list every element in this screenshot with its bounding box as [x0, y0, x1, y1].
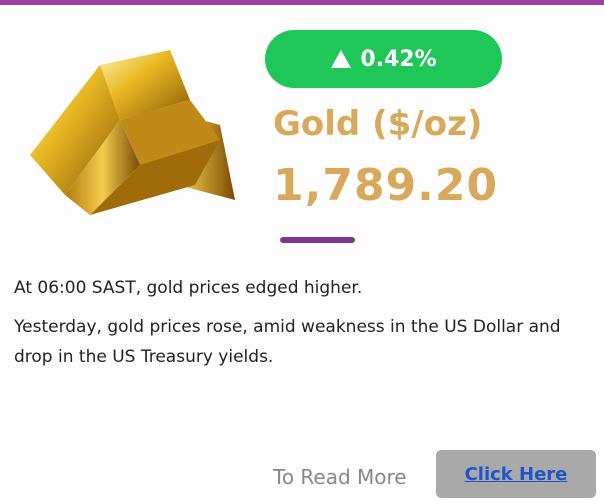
click-here-button[interactable]: Click Here [436, 450, 596, 498]
button-label[interactable]: Click Here [464, 463, 568, 485]
gold-bars-image [30, 50, 235, 215]
top-bar [0, 0, 604, 5]
divider [280, 237, 355, 243]
up-arrow-icon [331, 50, 352, 68]
paragraph: At 06:00 SAST, gold prices edged higher. [14, 278, 363, 298]
paragraph: Yesterday, gold prices rose, amid weakne… [14, 317, 561, 367]
price: 1,789.20 [273, 160, 499, 211]
commodity-title: Gold ($/oz) [273, 104, 483, 144]
change-badge: 0.42% [265, 30, 502, 88]
change-text: 0.42% [360, 46, 437, 72]
read-more-prompt: To Read More [273, 465, 407, 489]
